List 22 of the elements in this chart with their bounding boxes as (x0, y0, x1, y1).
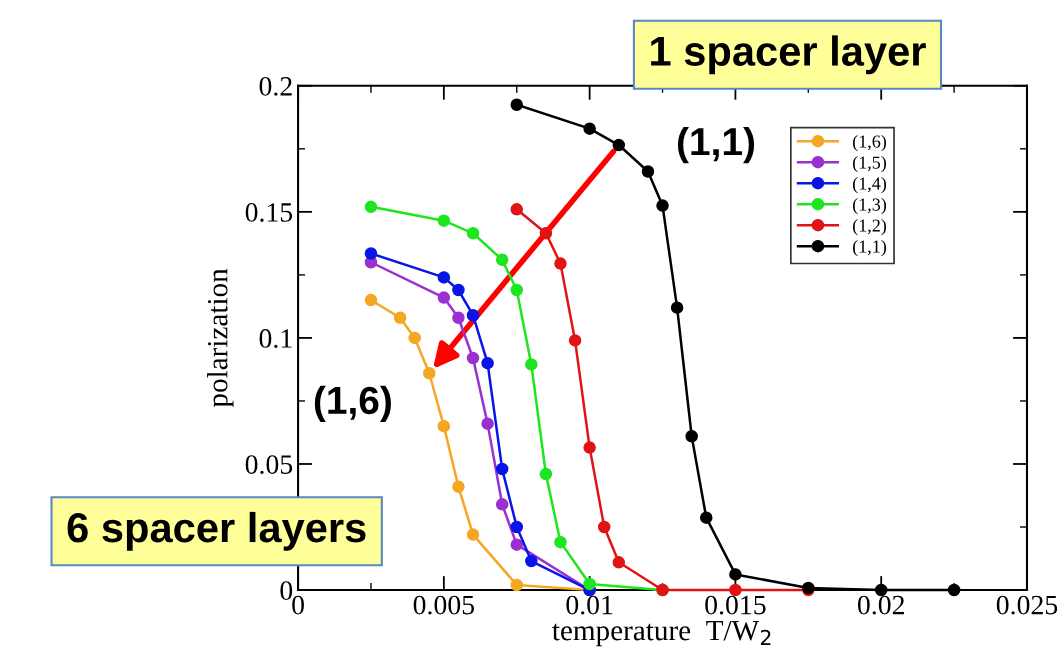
annotation: (1,6) (314, 385, 391, 422)
x-tick-label: 0.01 (566, 595, 613, 615)
legend-label: (1,5) (853, 155, 887, 173)
x-tick-label: 0.025 (996, 595, 1057, 615)
y-tick-label: 0 (280, 581, 293, 600)
legend-label: (1,1) (853, 239, 887, 257)
x-tick-label: 0.02 (857, 595, 904, 615)
y-tick-label: 0.2 (259, 76, 292, 96)
annotation: (1,1) (677, 126, 755, 164)
legend-label: (1,2) (853, 218, 887, 236)
legend-label: (1,4) (853, 176, 887, 194)
y-tick-label: 0.1 (259, 329, 292, 348)
legend-label: (1,6) (853, 134, 887, 152)
legend-label: (1,3) (853, 197, 887, 215)
text: 1 spacer layer (651, 35, 926, 75)
x-tick-label: 0.015 (705, 595, 766, 615)
y-tick-label: 0.05 (245, 455, 293, 475)
x-axis-title: temperature T/W$_{2}$ (552, 620, 771, 647)
x-tick-label: 0.005 (413, 595, 475, 615)
y-tick-label: 0.15 (245, 203, 293, 222)
y-axis-title: polarization (207, 268, 234, 408)
annotation: 6 spacer layers (67, 511, 366, 551)
